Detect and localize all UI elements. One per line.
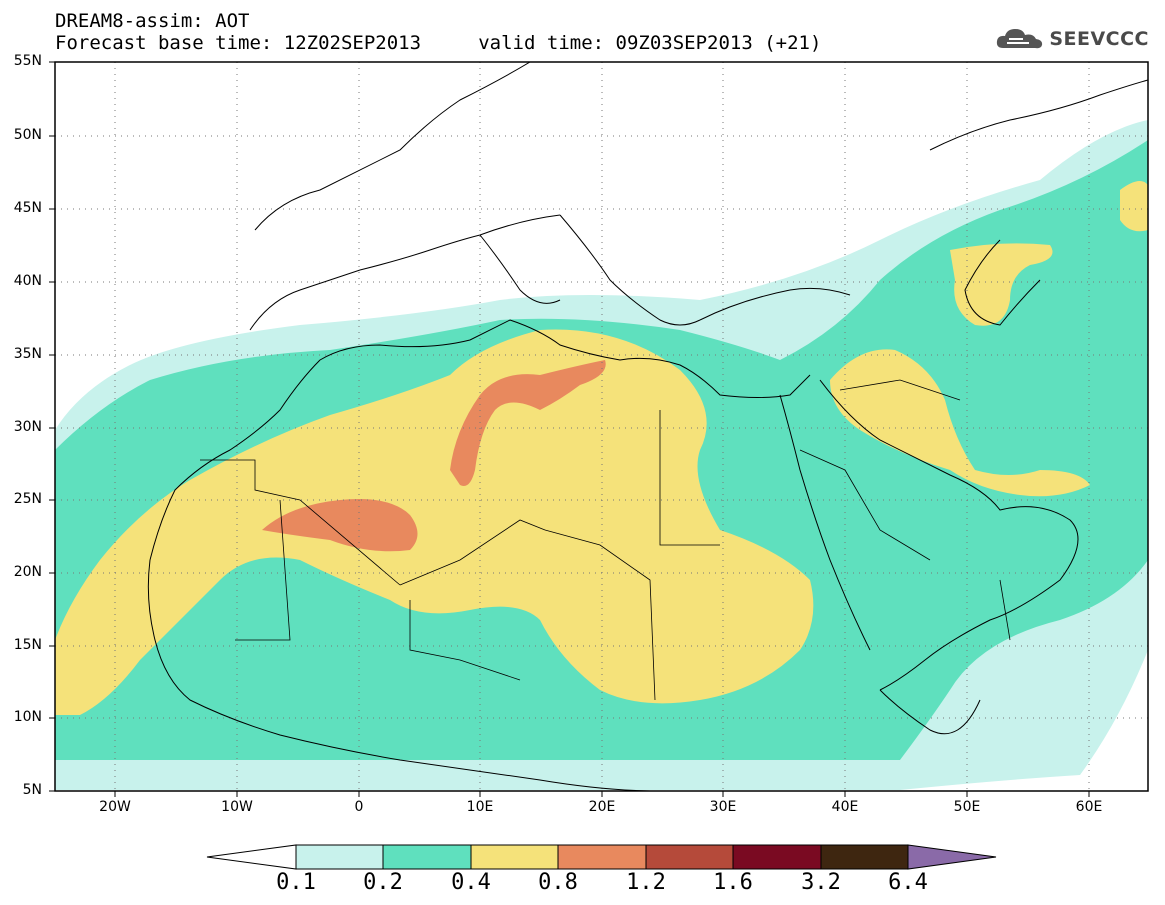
colorbar-label: 0.2	[363, 870, 403, 895]
colorbar-under-arrow	[206, 844, 297, 870]
lat-label: 20N	[13, 564, 42, 580]
colorbar-bin	[645, 844, 734, 870]
colorbar-bin	[382, 844, 472, 870]
lat-label: 25N	[13, 491, 42, 507]
colorbar-over-arrow	[907, 844, 997, 870]
lon-label: 30E	[709, 799, 737, 815]
colorbar-bin	[732, 844, 822, 870]
colorbar-label: 0.1	[276, 870, 316, 895]
colorbar	[206, 844, 997, 870]
coastlines	[147, 62, 1148, 791]
lat-label: 35N	[13, 346, 42, 362]
colorbar-label: 1.2	[626, 870, 666, 895]
aot-contours	[55, 120, 1148, 790]
map-title: DREAM8-assim: AOT	[55, 10, 250, 32]
lon-label: 60E	[1075, 799, 1103, 815]
seevccc-logo: SEEVCCC	[995, 26, 1149, 52]
cloud-icon	[997, 29, 1043, 49]
lat-label: 45N	[13, 200, 42, 216]
lat-label: 50N	[13, 127, 42, 143]
country-borders	[200, 379, 1011, 701]
lon-label: 10W	[221, 799, 253, 815]
graticule	[55, 62, 1148, 791]
colorbar-label: 0.8	[538, 870, 578, 895]
lon-label: 40E	[831, 799, 859, 815]
lon-label: 50E	[953, 799, 981, 815]
colorbar-bin	[557, 844, 647, 870]
lon-label: 20E	[588, 799, 616, 815]
lat-label: 30N	[13, 419, 42, 435]
lat-label: 10N	[13, 709, 42, 725]
colorbar-bin	[470, 844, 559, 870]
colorbar-bin	[295, 844, 384, 870]
lat-label: 55N	[13, 53, 42, 69]
colorbar-bin	[820, 844, 909, 870]
lon-label: 20W	[99, 799, 131, 815]
lat-label: 40N	[13, 273, 42, 289]
colorbar-label: 6.4	[888, 870, 928, 895]
colorbar-label: 3.2	[801, 870, 841, 895]
colorbar-label: 1.6	[713, 870, 753, 895]
axis-ticks	[49, 61, 1090, 797]
lat-label: 5N	[22, 782, 42, 798]
lon-label: 10E	[466, 799, 494, 815]
logo-text: SEEVCCC	[1049, 28, 1149, 50]
colorbar-label: 0.4	[451, 870, 491, 895]
forecast-times: Forecast base time: 12Z02SEP2013 valid t…	[55, 32, 822, 54]
lon-label: 0	[354, 799, 364, 815]
lat-label: 15N	[13, 637, 42, 653]
